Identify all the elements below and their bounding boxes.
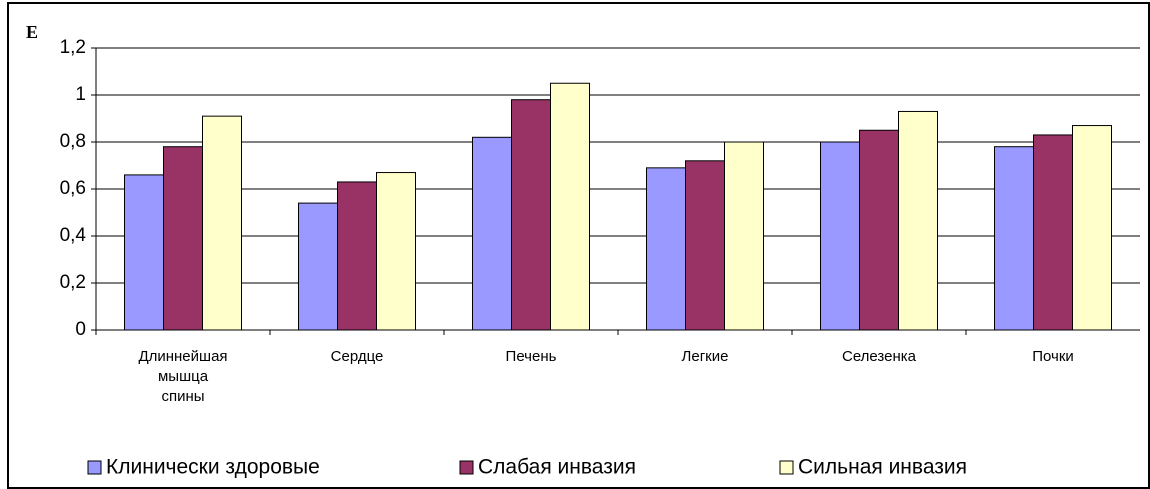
bar	[124, 174, 164, 331]
x-tick-label: Печень	[506, 348, 557, 365]
bar	[994, 146, 1034, 331]
legend-label: Сильная инвазия	[798, 456, 967, 479]
bar	[820, 141, 860, 331]
legend-swatch	[87, 460, 102, 475]
x-tick-label: Почки	[1032, 348, 1074, 365]
y-tick-label: 1,2	[60, 37, 86, 58]
bar	[511, 99, 551, 331]
bar	[337, 181, 377, 331]
bar	[646, 167, 686, 331]
x-tick-label: Сердце	[331, 348, 384, 365]
y-tick-label: 0,6	[60, 178, 86, 199]
legend-label: Клинически здоровые	[106, 456, 320, 479]
bar	[1033, 134, 1073, 331]
bar	[202, 115, 242, 331]
bar	[724, 141, 764, 331]
x-tick-label: Длиннейшая мышца спины	[138, 348, 227, 405]
x-tick-label: Легкие	[682, 348, 729, 365]
y-axis-label: E	[26, 22, 38, 42]
bar	[376, 172, 416, 331]
x-tick-label: Селезенка	[842, 348, 917, 365]
legend-swatch	[779, 460, 794, 475]
bar	[685, 160, 725, 331]
legend-label: Слабая инвазия	[478, 456, 636, 479]
bar	[859, 129, 899, 331]
bar	[1072, 125, 1112, 331]
bar	[472, 136, 512, 331]
y-tick-label: 1	[75, 84, 86, 105]
y-tick-label: 0,4	[60, 225, 87, 246]
legend-swatch	[459, 460, 474, 475]
bar	[298, 202, 338, 331]
bar	[163, 146, 203, 331]
y-tick-label: 0	[75, 319, 86, 340]
bar	[898, 110, 938, 331]
y-tick-label: 0,2	[60, 272, 86, 293]
y-tick-label: 0,8	[60, 131, 86, 152]
bar	[550, 82, 590, 331]
